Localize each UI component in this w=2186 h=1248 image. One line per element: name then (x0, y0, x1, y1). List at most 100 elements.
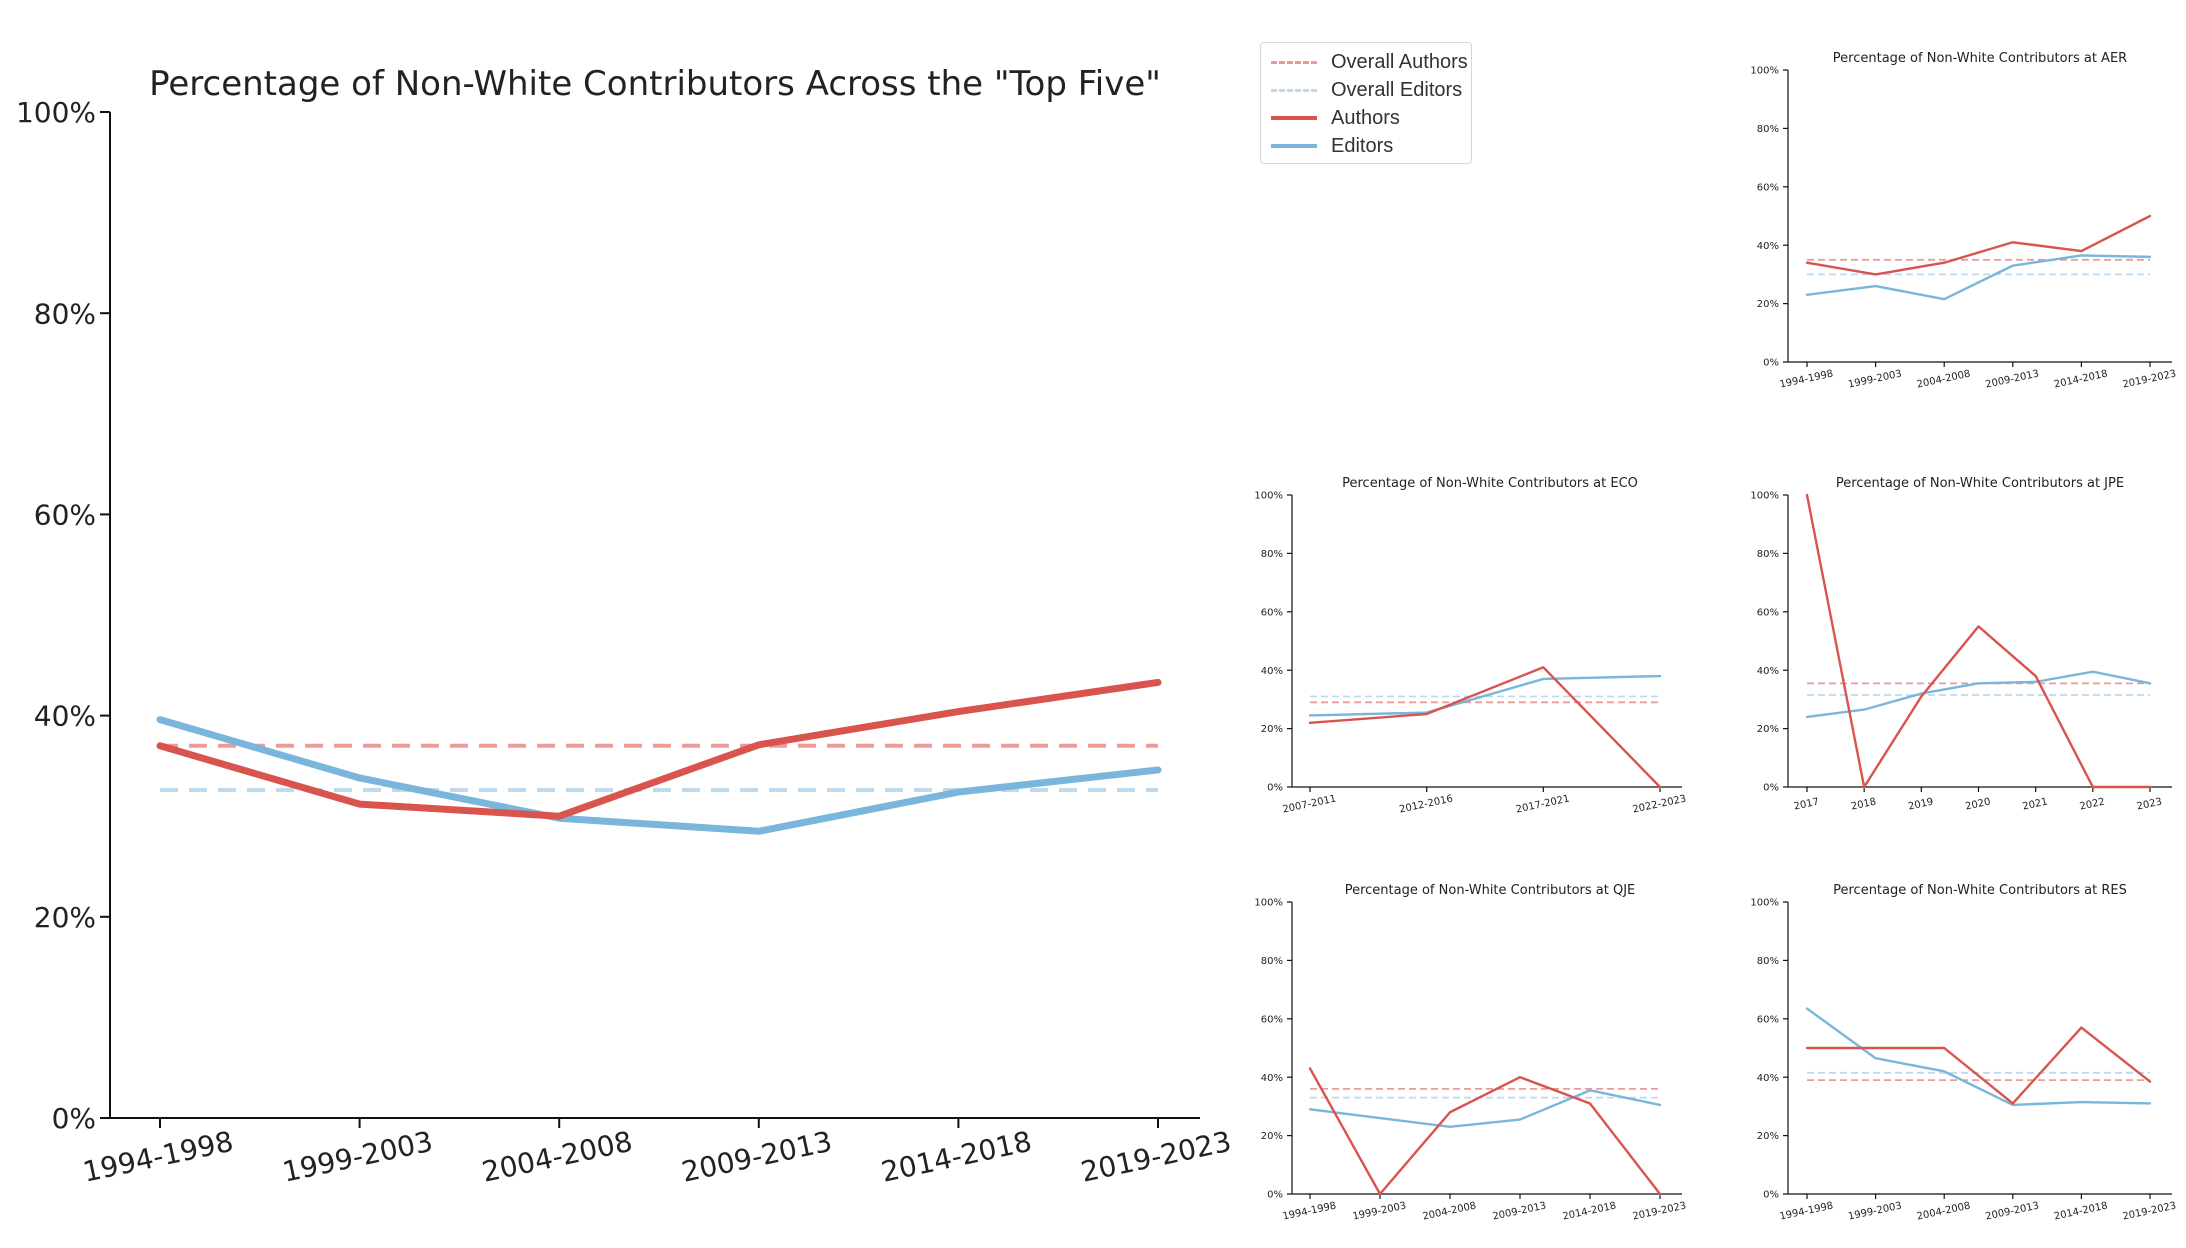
y-tick-label: 80% (1757, 956, 1779, 967)
y-tick-label: 60% (34, 498, 96, 531)
x-tick-label: 2004-2008 (1916, 1201, 1972, 1223)
y-tick-label: 20% (1757, 1131, 1779, 1142)
series-line-editors (1805, 670, 2152, 719)
x-tick-label: 2022 (2079, 797, 2106, 813)
x-tick-label: 2018 (1850, 797, 1877, 813)
y-tick-label: 0% (1763, 783, 1779, 794)
y-tick-label: 40% (1757, 1073, 1779, 1084)
y-tick-label: 60% (1757, 607, 1779, 618)
series-line-authors (1308, 1067, 1662, 1196)
y-tick-label: 80% (34, 297, 96, 330)
y-tick-label: 20% (1261, 724, 1283, 735)
x-tick-label: 1999-2003 (1847, 1201, 1903, 1223)
y-tick-label: 100% (1254, 491, 1283, 502)
x-tick-label: 2021 (2022, 797, 2049, 813)
x-tick-label: 2014-2018 (2053, 369, 2109, 391)
legend-swatch-authors (1271, 116, 1317, 120)
x-tick-label: 2009-2013 (1492, 1201, 1548, 1223)
y-tick-label: 20% (1757, 724, 1779, 735)
y-tick-label: 40% (1261, 666, 1283, 677)
y-tick-label: 60% (1757, 182, 1779, 193)
x-tick-label: 2014-2018 (878, 1125, 1034, 1189)
series-line-authors (156, 678, 1162, 820)
chart-title: Percentage of Non-White Contributors at … (1345, 883, 1636, 898)
series-line-authors (1308, 666, 1662, 789)
y-tick-label: 20% (1757, 299, 1779, 310)
y-tick-label: 60% (1261, 607, 1283, 618)
x-tick-label: 1994-1998 (1779, 1201, 1835, 1223)
legend-swatch-overall-editors (1271, 88, 1317, 92)
y-tick-label: 20% (1261, 1131, 1283, 1142)
x-tick-label: 2004-2008 (479, 1125, 635, 1189)
y-tick-label: 100% (1750, 491, 1779, 502)
series-line-authors (1805, 214, 2152, 276)
legend-label: Editors (1331, 134, 1394, 157)
x-tick-label: 2019-2023 (1078, 1125, 1234, 1189)
aer-chart: Percentage of Non-White Contributors at … (1750, 51, 2178, 391)
chart-title: Percentage of Non-White Contributors at … (1833, 883, 2127, 898)
series-line-editors (1308, 674, 1662, 717)
y-tick-label: 0% (1267, 1190, 1283, 1201)
y-tick-label: 100% (1254, 898, 1283, 909)
legend-label: Overall Authors (1331, 50, 1468, 73)
y-tick-label: 100% (1750, 66, 1779, 77)
x-tick-label: 2023 (2136, 797, 2163, 813)
chart-title: Percentage of Non-White Contributors at … (1833, 51, 2127, 66)
legend-label: Overall Editors (1331, 78, 1463, 101)
x-tick-label: 2019 (1907, 797, 1934, 813)
legend-swatch-overall-authors (1271, 60, 1317, 64)
x-tick-label: 2009-2013 (679, 1125, 835, 1189)
x-tick-label: 1994-1998 (80, 1125, 236, 1189)
x-tick-label: 2020 (1964, 797, 1991, 813)
y-tick-label: 20% (34, 901, 96, 934)
series-line-authors (1805, 1026, 2152, 1105)
x-tick-label: 2019-2023 (1632, 1201, 1688, 1223)
chart-title: Percentage of Non-White Contributors at … (1342, 476, 1638, 491)
x-tick-label: 1999-2003 (1847, 369, 1903, 391)
y-tick-label: 0% (1763, 358, 1779, 369)
y-tick-label: 100% (1750, 898, 1779, 909)
x-tick-label: 2019-2023 (2122, 369, 2178, 391)
series-line-editors (1805, 254, 2152, 301)
y-tick-label: 40% (1757, 666, 1779, 677)
y-tick-label: 0% (52, 1102, 96, 1135)
x-tick-label: 2022-2023 (1632, 794, 1688, 816)
eco-chart: Percentage of Non-White Contributors at … (1254, 476, 1688, 816)
y-tick-label: 40% (1261, 1073, 1283, 1084)
x-tick-label: 2017 (1793, 797, 1820, 813)
x-tick-label: 2004-2008 (1422, 1201, 1478, 1223)
y-tick-label: 40% (1757, 241, 1779, 252)
x-tick-label: 2012-2016 (1398, 794, 1454, 816)
legend-item-editors: Editors (1271, 133, 1393, 159)
x-tick-label: 2007-2011 (1282, 794, 1338, 816)
main-chart: Percentage of Non-White Contributors Acr… (16, 64, 1234, 1189)
legend-item-authors: Authors (1271, 105, 1400, 131)
qje-chart: Percentage of Non-White Contributors at … (1254, 883, 1688, 1223)
series-line-authors (1805, 493, 2152, 789)
y-tick-label: 80% (1757, 549, 1779, 560)
y-tick-label: 0% (1763, 1190, 1779, 1201)
x-tick-label: 2004-2008 (1916, 369, 1972, 391)
y-tick-label: 0% (1267, 783, 1283, 794)
x-tick-label: 2009-2013 (1984, 1201, 2040, 1223)
x-tick-label: 1994-1998 (1282, 1201, 1338, 1223)
y-tick-label: 60% (1261, 1014, 1283, 1025)
x-tick-label: 2019-2023 (2122, 1201, 2178, 1223)
y-tick-label: 80% (1261, 956, 1283, 967)
y-tick-label: 80% (1261, 549, 1283, 560)
y-tick-label: 40% (34, 700, 96, 733)
series-line-editors (1805, 1007, 2152, 1107)
legend-label: Authors (1331, 106, 1400, 129)
x-tick-label: 2009-2013 (1984, 369, 2040, 391)
x-tick-label: 1994-1998 (1779, 369, 1835, 391)
res-chart: Percentage of Non-White Contributors at … (1750, 883, 2178, 1223)
y-tick-label: 100% (16, 96, 96, 129)
jpe-chart: Percentage of Non-White Contributors at … (1750, 476, 2172, 813)
legend-swatch-editors (1271, 144, 1317, 148)
x-tick-label: 2014-2018 (2053, 1201, 2109, 1223)
chart-title: Percentage of Non-White Contributors Acr… (149, 64, 1161, 104)
legend-item-overall-editors: Overall Editors (1271, 77, 1462, 103)
series-line-editors (1308, 1089, 1662, 1129)
legend-item-overall-authors: Overall Authors (1271, 49, 1468, 75)
x-tick-label: 1999-2003 (1352, 1201, 1408, 1223)
